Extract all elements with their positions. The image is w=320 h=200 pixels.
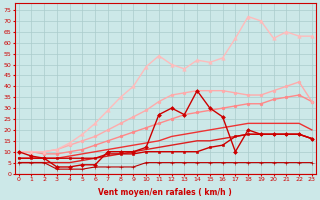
X-axis label: Vent moyen/en rafales ( km/h ): Vent moyen/en rafales ( km/h ) <box>98 188 232 197</box>
